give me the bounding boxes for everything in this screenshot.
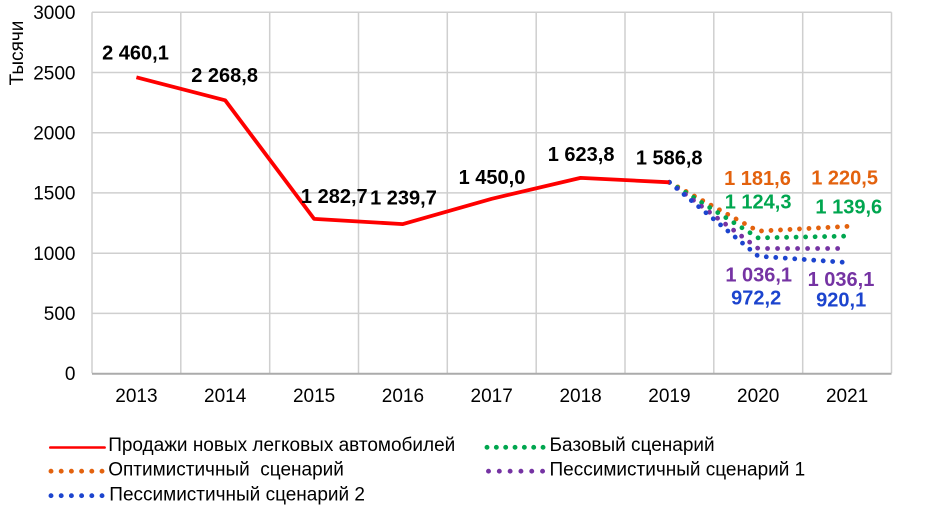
svg-text:2 268,8: 2 268,8 [191, 65, 258, 87]
svg-text:1 139,6: 1 139,6 [815, 197, 882, 219]
svg-text:Пессимистичный сценарий 1: Пессимистичный сценарий 1 [550, 460, 806, 481]
svg-text:2014: 2014 [204, 386, 247, 407]
svg-text:1 036,1: 1 036,1 [725, 265, 792, 287]
svg-text:0: 0 [65, 364, 76, 385]
svg-text:1 036,1: 1 036,1 [808, 269, 875, 291]
svg-text:2013: 2013 [115, 386, 157, 407]
svg-text:1000: 1000 [33, 244, 75, 265]
svg-text:1 450,0: 1 450,0 [459, 167, 526, 189]
svg-text:Тысячи: Тысячи [7, 21, 28, 86]
svg-text:1 623,8: 1 623,8 [548, 144, 615, 166]
svg-text:1 220,5: 1 220,5 [811, 168, 878, 190]
svg-text:1 181,6: 1 181,6 [724, 168, 791, 190]
svg-text:1 282,7: 1 282,7 [301, 186, 368, 208]
svg-text:2017: 2017 [471, 386, 513, 407]
svg-text:Продажи новых легковых автомоб: Продажи новых легковых автомобилей [108, 435, 455, 456]
svg-text:2021: 2021 [826, 386, 868, 407]
svg-text:2020: 2020 [737, 386, 779, 407]
svg-text:1500: 1500 [33, 184, 75, 205]
svg-text:500: 500 [44, 304, 76, 325]
svg-text:2018: 2018 [559, 386, 601, 407]
svg-text:2019: 2019 [648, 386, 690, 407]
svg-text:2015: 2015 [293, 386, 335, 407]
svg-text:2500: 2500 [33, 63, 75, 84]
svg-text:920,1: 920,1 [816, 290, 866, 312]
svg-text:2 460,1: 2 460,1 [102, 43, 169, 65]
svg-text:Базовый сценарий: Базовый сценарий [550, 435, 715, 456]
svg-text:Оптимистичный сценарий: Оптимистичный сценарий [108, 460, 344, 481]
svg-text:1 586,8: 1 586,8 [636, 148, 703, 170]
svg-text:972,2: 972,2 [731, 288, 781, 310]
svg-text:2016: 2016 [382, 386, 424, 407]
svg-text:2000: 2000 [33, 123, 75, 144]
svg-text:3000: 3000 [33, 3, 75, 24]
svg-text:1 124,3: 1 124,3 [725, 192, 792, 214]
svg-text:1 239,7: 1 239,7 [370, 187, 437, 209]
svg-text:Пессимистичный сценарий 2: Пессимистичный сценарий 2 [109, 484, 365, 505]
